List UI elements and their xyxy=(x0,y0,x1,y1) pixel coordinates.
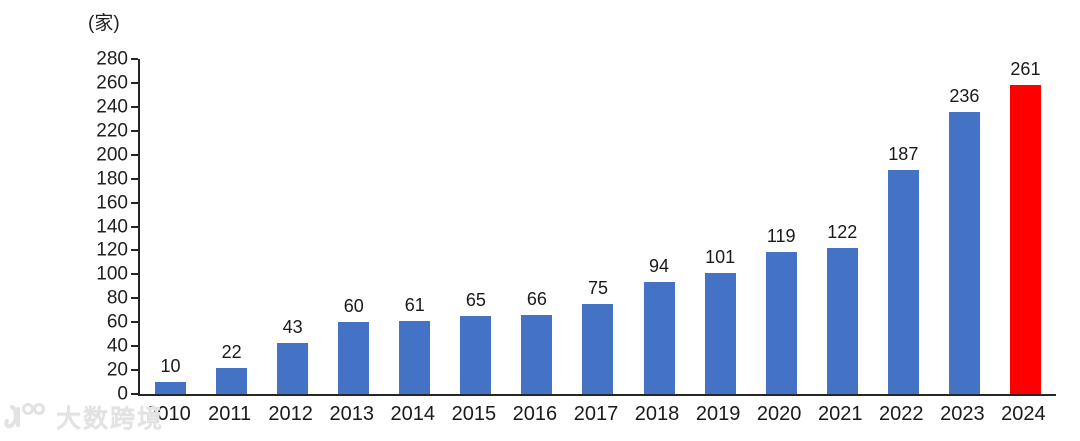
bar-slot: 236 xyxy=(934,59,995,394)
bar xyxy=(155,382,187,394)
y-axis-tick xyxy=(131,58,138,60)
y-axis-tick-label: 180 xyxy=(96,168,128,190)
y-axis-tick xyxy=(131,81,138,84)
y-axis-tick xyxy=(131,369,138,372)
x-axis-tick-label: 2017 xyxy=(573,403,619,425)
bar-slot: 22 xyxy=(201,59,262,394)
bar-value-label: 122 xyxy=(827,222,858,243)
bar-value-label: 60 xyxy=(343,296,364,317)
y-axis-tick xyxy=(131,297,138,300)
bar-value-label: 187 xyxy=(888,144,919,165)
bar xyxy=(216,367,248,394)
bar xyxy=(582,304,614,394)
bar xyxy=(460,316,492,394)
x-axis-tick-label: 2014 xyxy=(390,403,436,425)
bar xyxy=(1009,85,1041,394)
bar-slot: 187 xyxy=(873,59,934,394)
bar-slot: 75 xyxy=(567,59,628,394)
y-axis-tick xyxy=(131,273,138,276)
bar-value-label: 61 xyxy=(404,295,425,316)
y-axis-tick xyxy=(131,225,138,228)
x-axis-tick-label: 2019 xyxy=(695,403,741,425)
y-axis-tick xyxy=(131,249,138,252)
y-axis-tick xyxy=(131,201,138,204)
bar xyxy=(277,342,309,394)
x-axis-tick-label: 2013 xyxy=(329,403,374,425)
bar-slot: 101 xyxy=(690,59,751,394)
y-axis-tick-label: 40 xyxy=(106,335,128,357)
x-axis-tick-label: 2015 xyxy=(451,403,497,425)
x-axis-tick-label: 2016 xyxy=(512,403,558,425)
bar-value-label: 43 xyxy=(282,316,303,337)
bar-slot: 61 xyxy=(384,59,445,394)
bar-slot: 66 xyxy=(506,59,567,394)
y-axis-unit-label: (家) xyxy=(88,13,120,34)
y-axis-tick-label: 260 xyxy=(96,72,128,94)
bar-value-label: 94 xyxy=(649,255,670,276)
plot-area: 0 20 40 60 80 100 120 140 160 180 200 220 240 260 280 1… xyxy=(96,50,1056,404)
bar-value-label: 101 xyxy=(705,247,736,268)
x-axis-tick-label: 2022 xyxy=(879,403,924,425)
dashukuajing-100-logo-icon xyxy=(4,401,50,436)
y-axis-tick xyxy=(131,321,138,324)
bar-value-label: 236 xyxy=(949,85,980,106)
y-axis-tick-label: 160 xyxy=(96,192,128,214)
x-axis-tick-label: 2011 xyxy=(208,403,252,425)
y-axis-tick xyxy=(131,177,138,180)
bar-slot: 43 xyxy=(262,59,323,394)
bar-slot: 94 xyxy=(629,59,690,394)
bar-value-label: 66 xyxy=(526,289,547,310)
x-axis-tick-label: 2024 xyxy=(1001,403,1046,425)
bar-slot: 261 xyxy=(995,59,1056,394)
bar xyxy=(948,111,980,394)
y-axis-tick-label: 200 xyxy=(96,144,128,166)
bar-slot: 119 xyxy=(751,59,812,394)
bar-value-label: 261 xyxy=(1010,59,1041,79)
x-axis-tick-label: 2023 xyxy=(940,403,985,425)
x-axis-tick-label: 2021 xyxy=(817,403,863,425)
y-axis-tick-label: 240 xyxy=(96,96,128,118)
x-axis-tick-label: 2020 xyxy=(756,403,802,425)
x-axis-tick-label: 2018 xyxy=(634,403,680,425)
bar xyxy=(704,273,736,394)
y-axis-tick-label: 220 xyxy=(96,120,128,142)
bar xyxy=(338,322,370,394)
y-axis-tick xyxy=(131,345,138,348)
bar xyxy=(399,321,431,394)
y-axis-tick-label: 60 xyxy=(106,311,128,333)
y-axis-tick-label: 120 xyxy=(96,239,128,261)
bar-value-label: 10 xyxy=(160,356,181,377)
y-axis-tick xyxy=(131,129,138,132)
y-axis-tick-label: 280 xyxy=(96,48,128,70)
bar xyxy=(521,315,553,394)
bar-slot: 122 xyxy=(812,59,873,394)
bar-value-label: 65 xyxy=(465,290,486,311)
bar xyxy=(887,170,919,394)
bar-value-label: 22 xyxy=(221,341,242,362)
y-axis-tick-label: 20 xyxy=(106,359,128,381)
y-axis-tick xyxy=(131,153,138,156)
y-axis-tick-label: 140 xyxy=(96,216,128,237)
bar-slot: 65 xyxy=(445,59,506,394)
bar-slot: 60 xyxy=(323,59,384,394)
bar xyxy=(826,248,858,394)
y-axis-tick-label: 0 xyxy=(117,383,128,405)
y-axis-tick xyxy=(131,393,138,395)
bar-slot: 10 xyxy=(140,59,201,394)
bar xyxy=(765,251,797,394)
y-axis-tick-label: 80 xyxy=(106,287,128,309)
bar-value-label: 75 xyxy=(587,278,608,299)
x-axis-tick-label: 2012 xyxy=(268,403,313,425)
x-axis-tick-label: 2010 xyxy=(146,403,191,425)
y-axis-tick xyxy=(131,105,138,108)
bar-value-label: 119 xyxy=(766,225,796,246)
bar xyxy=(643,281,675,394)
x-axis-labels: 2010 2011 2012 2013 2014 2015 2016 2017 2018 2019… xyxy=(138,403,1054,426)
y-axis-tick-label: 100 xyxy=(96,263,128,285)
